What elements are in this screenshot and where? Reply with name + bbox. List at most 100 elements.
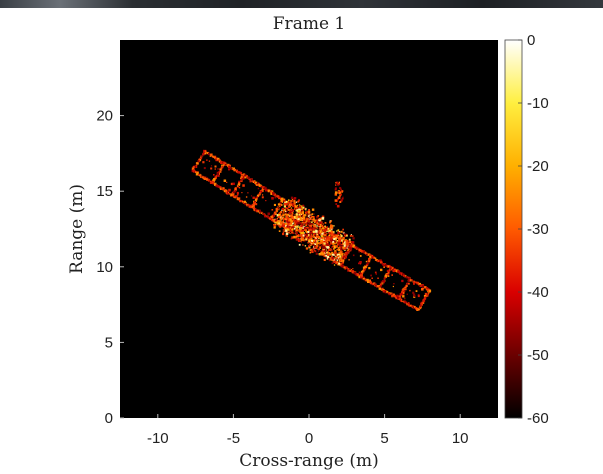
scatter-pixel [236,170,239,173]
scatter-pixel [298,234,301,237]
scatter-pixel [342,231,344,233]
scatter-pixel [312,216,315,218]
scatter-pixel [347,240,350,242]
scatter-pixel [328,232,331,235]
scatter-pixel [315,230,318,233]
scatter-pixel [341,190,344,193]
scatter-pixel [353,246,355,248]
scatter-pixel [228,188,231,192]
scatter-pixel [416,307,419,310]
scatter-pixel [221,166,224,169]
scatter-pixel [292,232,295,234]
scatter-pixel [294,205,298,208]
scatter-pixel [399,295,401,297]
scatter-pixel [296,206,298,209]
scatter-pixel [405,275,407,277]
scatter-pixel [340,243,342,246]
scatter-pixel [347,241,350,245]
scatter-pixel [321,237,323,239]
scatter-pixel [308,229,310,232]
scatter-pixel [213,182,215,184]
scatter-pixel [318,219,321,222]
scatter-pixel [301,208,304,210]
scatter-pixel [342,246,345,249]
scatter-pixel [338,257,341,259]
scatter-pixel [393,283,395,285]
scatter-pixel [274,194,277,197]
scatter-pixel [318,228,321,231]
scatter-pixel [337,229,340,231]
scatter-pixel [380,281,383,284]
scatter-pixel [276,218,278,220]
scatter-pixel [321,241,324,244]
scatter-pixel [307,213,310,216]
scatter-pixel [332,231,335,234]
scatter-pixel [206,178,209,181]
scatter-pixel [278,230,281,232]
scatter-pixel [273,215,275,217]
scatter-pixel [293,224,297,227]
x-axis-label: Cross-range (m) [239,451,379,471]
scatter-pixel [340,230,343,233]
scatter-pixel [309,226,312,229]
scatter-pixel [346,239,349,242]
scatter-pixel [212,183,214,185]
scatter-pixel [307,237,310,239]
scatter-pixel [348,252,350,254]
scatter-pixel [263,187,265,190]
scatter-pixel [337,247,340,249]
scatter-pixel [311,221,313,223]
scatter-pixel [256,182,260,185]
scatter-pixel [308,239,311,242]
scatter-pixel [219,186,222,188]
scatter-pixel [346,245,349,248]
scatter-pixel [282,232,285,236]
scatter-pixel [340,193,342,195]
scatter-pixel [337,255,340,257]
scatter-pixel [335,242,337,244]
scatter-pixel [300,238,303,241]
scatter-pixel [212,181,215,185]
scatter-pixel [224,162,227,165]
scatter-pixel [295,237,297,239]
scatter-pixel [323,254,325,256]
scatter-pixel [356,274,359,277]
scatter-pixel [286,225,289,228]
scatter-pixel [261,211,264,214]
scatter-pixel [252,203,255,206]
scatter-pixel [252,196,255,199]
colorbar-tick-label: -40 [527,284,549,301]
scatter-pixel [342,257,344,260]
scatter-pixel [200,157,203,160]
y-tick-label: 0 [105,410,113,427]
scatter-pixel [238,180,241,183]
scatter-pixel [319,242,322,245]
scatter-pixel [308,245,311,248]
scatter-pixel [309,251,312,254]
scatter-pixel [381,289,383,291]
scatter-pixel [316,242,319,245]
scatter-pixel [371,283,374,286]
scatter-pixel [331,262,334,265]
scatter-pixel [209,181,213,184]
scatter-pixel [309,225,311,228]
scatter-pixel [415,282,417,284]
scatter-pixel [338,192,342,195]
scatter-pixel [330,230,332,232]
scatter-pixel [283,205,286,208]
scatter-pixel [331,226,334,229]
scatter-pixel [304,236,306,238]
scatter-pixel [323,254,327,258]
scatter-pixel [309,244,311,246]
scatter-pixel [404,275,406,278]
scatter-pixel [310,233,313,236]
scatter-pixel [352,237,355,240]
scatter-pixel [343,233,345,235]
scatter-pixel [337,253,340,257]
scatter-pixel [358,274,360,277]
scatter-pixel [352,268,354,270]
scatter-pixel [270,217,273,220]
scatter-pixel [377,259,380,262]
scatter-pixel [358,251,360,253]
scatter-pixel [276,220,279,223]
